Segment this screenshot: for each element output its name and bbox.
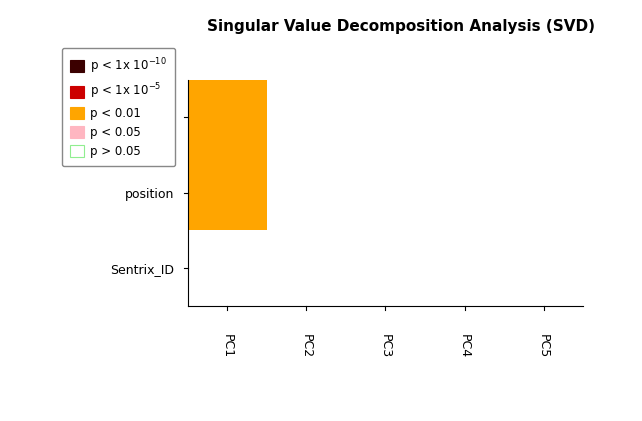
Bar	[187, 80, 267, 155]
Legend: p < 1x 10$^{-10}$, p < 1x 10$^{-5}$, p < 0.01, p < 0.05, p > 0.05: p < 1x 10$^{-10}$, p < 1x 10$^{-5}$, p <…	[62, 48, 175, 166]
Title: Singular Value Decomposition Analysis (SVD): Singular Value Decomposition Analysis (S…	[207, 19, 595, 34]
Bar	[187, 155, 267, 230]
